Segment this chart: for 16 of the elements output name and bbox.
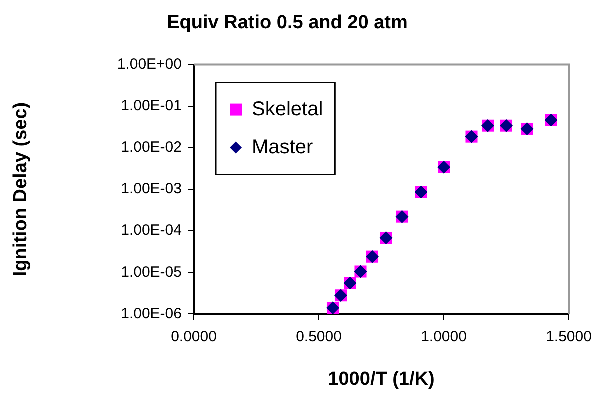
y-tick-label: 1.00E-01 bbox=[121, 98, 182, 115]
y-axis-title: Ignition Delay (sec) bbox=[10, 102, 32, 277]
y-tick-label: 1.00E-04 bbox=[121, 222, 182, 240]
x-tick-label: 1.0000 bbox=[421, 328, 467, 346]
legend-label: Skeletal bbox=[252, 98, 324, 120]
legend-label: Master bbox=[252, 136, 314, 158]
y-tick-label: 1.00E-05 bbox=[121, 264, 182, 281]
x-tick-label: 1.5000 bbox=[546, 328, 592, 346]
chart-title: Equiv Ratio 0.5 and 20 atm bbox=[167, 12, 408, 34]
x-axis-title: 1000/T (1/K) bbox=[328, 368, 435, 390]
y-tick-label: 1.00E-03 bbox=[121, 180, 182, 198]
x-tick-label: 0.0000 bbox=[171, 328, 217, 346]
y-tick-label: 1.00E+00 bbox=[117, 56, 182, 73]
y-tick-label: 1.00E-02 bbox=[121, 139, 182, 156]
y-tick-label: 1.00E-06 bbox=[121, 305, 182, 322]
x-tick-label: 0.5000 bbox=[296, 328, 342, 346]
